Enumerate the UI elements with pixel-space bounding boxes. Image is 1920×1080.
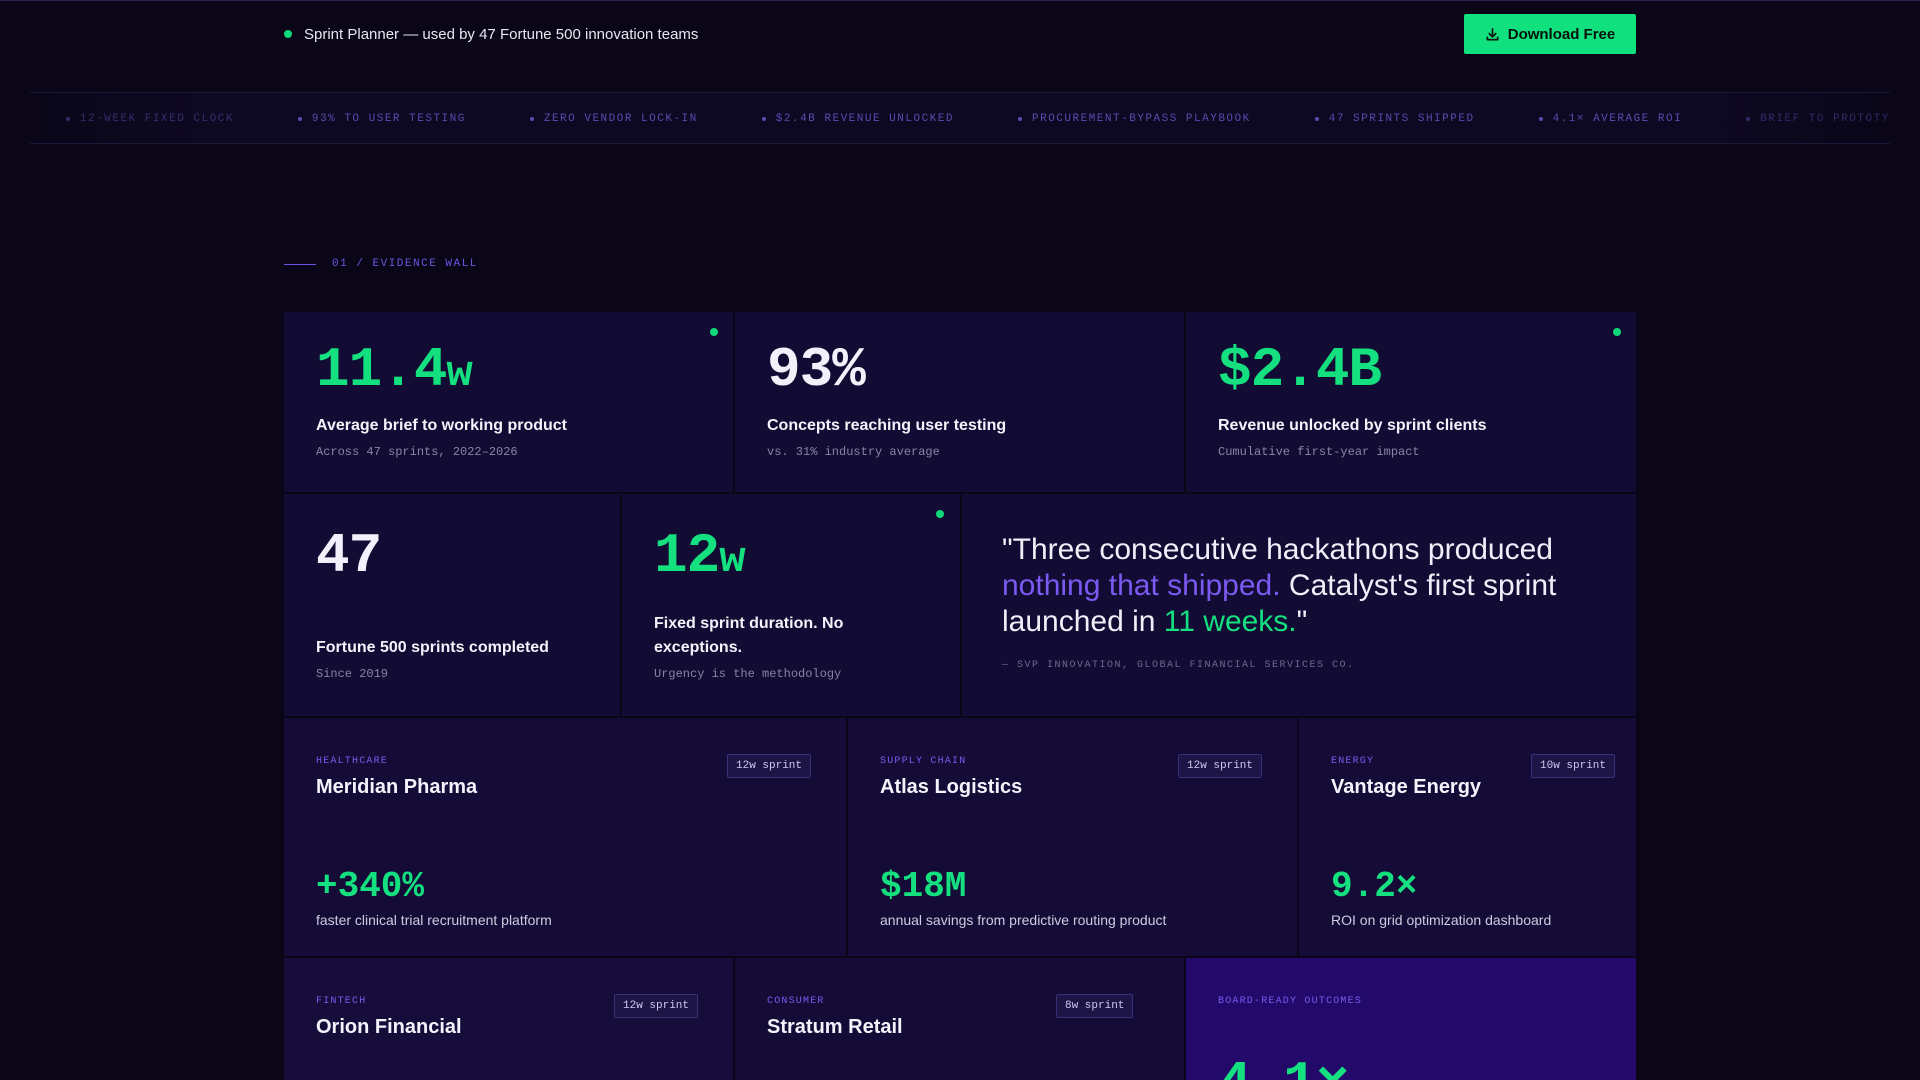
stat-value: 12w [654,524,746,588]
stat-title: Fixed sprint duration. No exceptions. [654,615,844,656]
sprint-badge: 12w sprint [1178,754,1263,778]
stat-value: $2.4B [1218,338,1382,402]
ticker-item: 4.1× AVERAGE ROI [1538,113,1683,125]
case-card-orion[interactable]: FINTECH Orion Financial 12w sprint [284,958,733,1080]
case-card-vantage[interactable]: ENERGY Vantage Energy 10w sprint 9.2× RO… [1299,718,1636,956]
case-card-atlas[interactable]: SUPPLY CHAIN Atlas Logistics 12w sprint … [848,718,1297,956]
case-name: Stratum Retail [767,1016,903,1038]
bullet-icon [1018,117,1022,121]
section-label: 01 / EVIDENCE WALL [284,257,478,271]
quote-highlight: 11 weeks. [1163,605,1297,638]
outcomes-card: BOARD-READY OUTCOMES 4.1× [1186,958,1636,1080]
case-metric: +340% [316,866,425,907]
quote-attribution: — SVP INNOVATION, GLOBAL FINANCIAL SERVI… [1002,660,1355,671]
sprint-badge: 12w sprint [727,754,812,778]
stat-subtitle: vs. 31% industry average [767,445,940,459]
sprint-badge: 8w sprint [1056,994,1134,1018]
bullet-icon [761,117,766,121]
status-dot-icon [710,328,718,336]
bullet-icon [1314,117,1319,121]
stat-card-sprints-completed: 47 Fortune 500 sprints completed Since 2… [284,494,620,716]
ticker: 12-WEEK FIXED CLOCK 93% TO USER TESTING … [30,92,1890,144]
ticker-item: $2.4B REVENUE UNLOCKED [761,113,954,125]
download-icon [1486,27,1499,40]
stat-value: 11.4w [316,338,473,402]
stat-subtitle: Urgency is the methodology [654,667,842,681]
bullet-icon [1746,117,1751,121]
stat-value: 93% [767,338,866,402]
notice: Sprint Planner — used by 47 Fortune 500 … [284,25,698,43]
stat-value: 47 [316,524,382,588]
bullet-icon [66,117,70,121]
stat-card-user-testing: 93% Concepts reaching user testing vs. 3… [735,312,1184,492]
case-name: Orion Financial [316,1016,462,1038]
quote-highlight: nothing that shipped. [1002,569,1281,602]
stat-subtitle: Since 2019 [316,667,389,681]
status-dot-icon [284,30,292,38]
bullet-icon [1538,117,1543,121]
case-tag: FINTECH [316,996,367,1007]
download-button[interactable]: Download Free [1464,14,1636,54]
case-tag: HEALTHCARE [316,756,389,767]
case-description: annual savings from predictive routing p… [880,912,1167,928]
case-card-stratum[interactable]: CONSUMER Stratum Retail 8w sprint [735,958,1184,1080]
stat-card-sprint-duration: 12w Fixed sprint duration. No exceptions… [622,494,960,716]
section-rule [284,263,316,265]
ticker-item: 93% TO USER TESTING [297,113,466,125]
case-tag: CONSUMER [767,996,825,1007]
sprint-badge: 10w sprint [1531,754,1616,778]
status-dot-icon [1613,328,1621,336]
case-name: Meridian Pharma [316,776,478,798]
stat-card-brief-to-product: 11.4w Average brief to working product A… [284,312,733,492]
stat-subtitle: Cumulative first-year impact [1218,445,1420,459]
case-name: Atlas Logistics [880,776,1023,798]
stat-title: Concepts reaching user testing [767,417,1007,434]
case-tag: ENERGY [1331,756,1375,767]
ticker-item: 12-WEEK FIXED CLOCK [66,113,234,125]
outcomes-label: BOARD-READY OUTCOMES [1218,996,1363,1007]
stat-title: Revenue unlocked by sprint clients [1218,417,1487,434]
outcomes-value: 4.1× [1218,1056,1349,1080]
sprint-badge: 12w sprint [614,994,699,1018]
stat-title: Fortune 500 sprints completed [316,639,549,656]
ticker-track: 12-WEEK FIXED CLOCK 93% TO USER TESTING … [66,93,1890,143]
ticker-item: 47 SPRINTS SHIPPED [1314,113,1475,125]
ticker-item: PROCUREMENT-BYPASS PLAYBOOK [1018,113,1251,125]
quote-card: "Three consecutive hackathons produced n… [962,494,1636,716]
case-card-meridian[interactable]: HEALTHCARE Meridian Pharma 12w sprint +3… [284,718,846,956]
evidence-wall: 11.4w Average brief to working product A… [284,312,1636,1080]
status-dot-icon [936,510,944,518]
case-name: Vantage Energy [1331,776,1482,798]
case-description: faster clinical trial recruitment platfo… [316,912,552,928]
case-metric: $18M [880,866,967,907]
section-label-text: 01 / EVIDENCE WALL [332,258,478,270]
download-label: Download Free [1507,25,1616,43]
stat-title: Average brief to working product [316,417,567,434]
ticker-item: ZERO VENDOR LOCK-IN [529,113,698,125]
case-description: ROI on grid optimization dashboard [1331,912,1552,928]
stat-card-revenue: $2.4B Revenue unlocked by sprint clients… [1186,312,1636,492]
bullet-icon [529,117,534,121]
top-bar: Sprint Planner — used by 47 Fortune 500 … [0,0,1920,66]
notice-text: Sprint Planner — used by 47 Fortune 500 … [304,25,699,43]
ticker-item: BRIEF TO PROTOTYPE IN [1746,113,1890,125]
case-tag: SUPPLY CHAIN [880,756,967,767]
case-metric: 9.2× [1331,866,1418,907]
stat-subtitle: Across 47 sprints, 2022–2026 [316,445,518,459]
bullet-icon [297,117,302,121]
testimonial-quote: "Three consecutive hackathons produced n… [1002,533,1557,638]
